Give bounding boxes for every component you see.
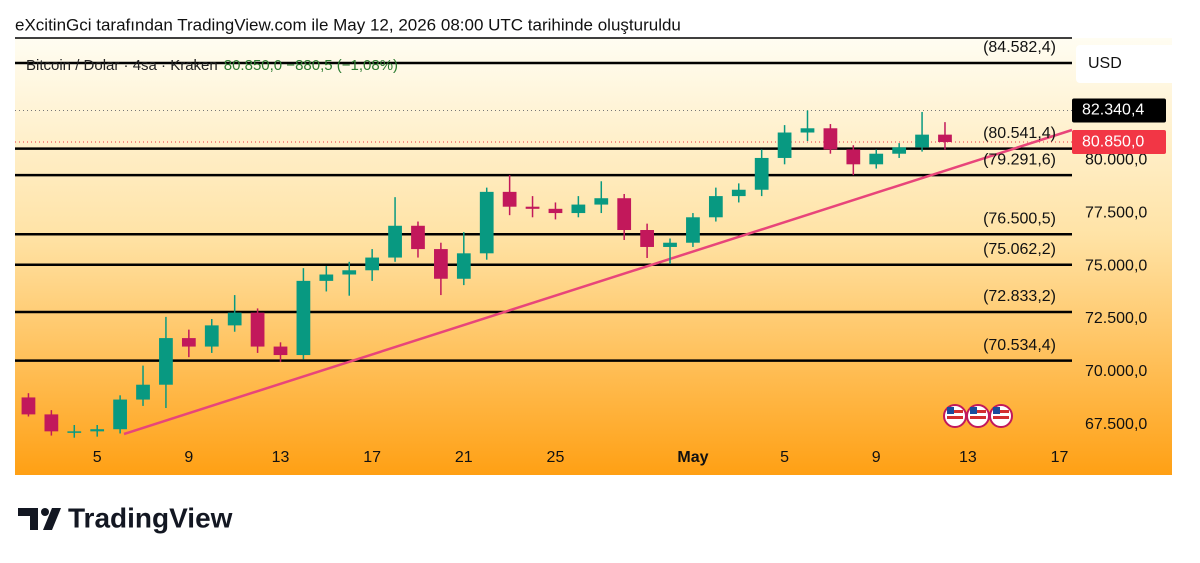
brand-name: TradingView bbox=[68, 502, 233, 533]
candle-body bbox=[411, 225, 425, 250]
candle-body bbox=[227, 312, 242, 326]
quote: 80.850,0 −880,5 (−1,08%) bbox=[224, 57, 398, 74]
candle-body bbox=[388, 225, 402, 258]
symbol-line: Bitcoin / Dolar · 4sa · Kraken 80.850,0 −… bbox=[26, 57, 398, 74]
symbol: Bitcoin / Dolar · 4sa · Kraken bbox=[26, 57, 218, 74]
candle-body bbox=[21, 397, 36, 415]
x-tick-label: 9 bbox=[184, 449, 193, 466]
brand-logo: TradingView bbox=[18, 502, 233, 533]
y-tick-label: 67.500,0 bbox=[1085, 416, 1147, 433]
candle-body bbox=[479, 191, 494, 254]
level-label: (80.541,4) bbox=[983, 125, 1056, 142]
logo-shape bbox=[43, 508, 61, 530]
last-price-label: 80.850,0 bbox=[1082, 133, 1144, 150]
candle-body bbox=[204, 325, 219, 347]
level-label: (75.062,2) bbox=[983, 241, 1056, 258]
candle-body bbox=[663, 242, 677, 247]
candle-body bbox=[823, 128, 838, 150]
candle-body bbox=[777, 132, 792, 158]
candle-body bbox=[342, 270, 357, 275]
candle-body bbox=[548, 208, 563, 214]
overlay: (84.582,4) (80.541,4) (79.291,6) (76.500,5)… bbox=[983, 39, 1056, 354]
flag-icon bbox=[989, 404, 1013, 428]
candle-body bbox=[594, 198, 609, 205]
x-tick-label: 13 bbox=[959, 449, 977, 466]
currency: USD bbox=[1088, 55, 1122, 72]
candle-body bbox=[571, 204, 586, 214]
level-label: (84.582,4) bbox=[983, 39, 1056, 56]
candle-body bbox=[686, 217, 700, 243]
candle-body bbox=[846, 149, 861, 165]
y-tick-label: 80.000,0 bbox=[1085, 151, 1147, 168]
candle-body bbox=[181, 338, 196, 347]
candle-body bbox=[67, 431, 82, 433]
y-tick-label: 70.000,0 bbox=[1085, 363, 1147, 380]
logo-shape bbox=[41, 508, 49, 516]
x-tick-label: 21 bbox=[455, 449, 473, 466]
candle-body bbox=[640, 230, 654, 247]
trend-line bbox=[123, 128, 1072, 436]
candle-body bbox=[525, 206, 540, 209]
candle-body bbox=[44, 414, 59, 432]
candle-body bbox=[136, 384, 150, 400]
candle-body bbox=[319, 274, 334, 281]
last-price-box bbox=[1072, 130, 1166, 155]
x-tick-label: 13 bbox=[272, 449, 290, 466]
x-tick-label: 5 bbox=[780, 449, 789, 466]
chart-title: eXcitinGci tarafından TradingView.com il… bbox=[15, 15, 681, 34]
candle-body bbox=[869, 153, 884, 165]
candle-body bbox=[456, 253, 471, 279]
x-tick-label: May bbox=[677, 449, 708, 466]
candle-body bbox=[250, 312, 265, 347]
high-marker-label: 82.340,4 bbox=[1082, 102, 1144, 119]
x-tick-label: 17 bbox=[363, 449, 381, 466]
y-tick-label: 75.000,0 bbox=[1085, 257, 1147, 274]
flag-icon bbox=[966, 404, 990, 428]
candle-body bbox=[113, 399, 127, 430]
currency-box bbox=[1076, 45, 1178, 83]
candle-body bbox=[708, 196, 723, 218]
candle-body bbox=[159, 338, 173, 385]
candle-body bbox=[915, 134, 929, 148]
high-marker-box bbox=[1072, 98, 1166, 123]
x-tick-label: 17 bbox=[1051, 449, 1069, 466]
level-label: (72.833,2) bbox=[983, 288, 1056, 305]
level-label: (76.500,5) bbox=[983, 210, 1056, 227]
y-tick-label: 72.500,0 bbox=[1085, 310, 1147, 327]
y-tick-label: 77.500,0 bbox=[1085, 204, 1147, 221]
candle-body bbox=[365, 257, 380, 271]
level-label: (70.534,4) bbox=[983, 337, 1056, 354]
candle-body bbox=[434, 249, 448, 279]
x-tick-label: 9 bbox=[872, 449, 881, 466]
candle-body bbox=[892, 147, 907, 154]
x-tick-label: 5 bbox=[93, 449, 102, 466]
candle-body bbox=[938, 134, 952, 143]
candle-body bbox=[617, 198, 632, 231]
x-tick-label: 25 bbox=[547, 449, 565, 466]
flag-icon bbox=[943, 404, 967, 428]
candle-body bbox=[90, 429, 105, 432]
level-label: (79.291,6) bbox=[983, 151, 1056, 168]
logo-shape bbox=[18, 508, 38, 530]
candle-body bbox=[296, 280, 311, 356]
candle-body bbox=[754, 157, 769, 190]
candle-body bbox=[502, 191, 517, 207]
plot-area bbox=[15, 61, 1072, 438]
event-flags bbox=[943, 404, 1013, 428]
candle-body bbox=[800, 128, 815, 133]
candle-body bbox=[731, 189, 746, 197]
candle-body bbox=[273, 346, 288, 356]
